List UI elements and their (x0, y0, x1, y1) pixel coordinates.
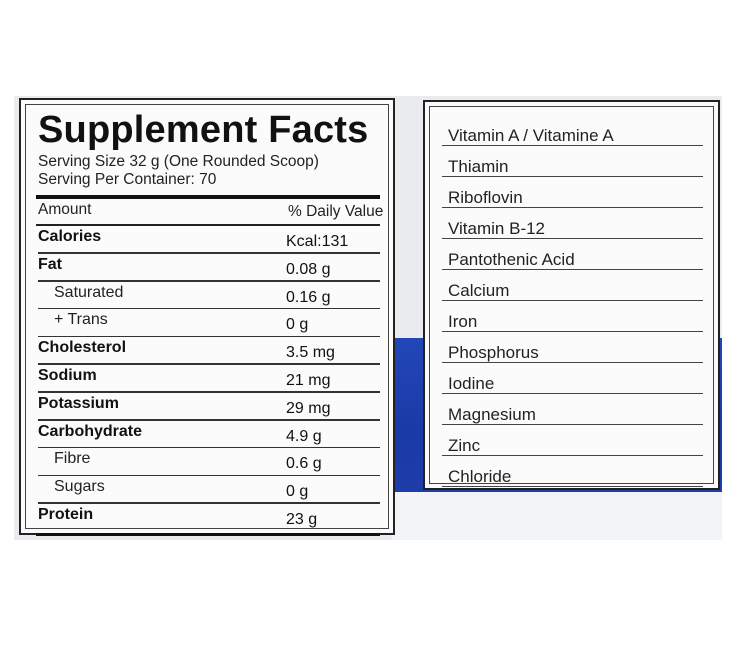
amount-column-header: Amount (38, 201, 92, 218)
nutrient-value: 4.9 g (286, 427, 322, 445)
nutrient-row: Fat 0.08 g (38, 254, 380, 282)
vitamin-row: Chloride (442, 456, 703, 487)
facts-title: Supplement Facts (38, 109, 369, 151)
row-divider (442, 268, 703, 270)
vitamins-panel: Vitamin A / Vitamine A Thiamin Riboflovin V… (423, 100, 720, 490)
nutrient-name: Sodium (38, 367, 97, 384)
row-divider (38, 280, 380, 282)
nutrient-value: 29 mg (286, 399, 331, 417)
row-divider (38, 502, 380, 504)
serving-size: Serving Size 32 g (One Rounded Scoop) (38, 153, 319, 170)
nutrient-row: Fibre 0.6 g (38, 448, 380, 477)
vitamin-name: Riboflovin (448, 188, 523, 207)
row-divider (442, 299, 703, 301)
row-divider (38, 474, 380, 477)
vitamin-row: Vitamin B-12 (442, 208, 703, 239)
nutrient-row: Saturated 0.16 g (38, 282, 380, 310)
vitamin-row: Iron (442, 301, 703, 332)
nutrient-value: 0.16 g (286, 288, 331, 306)
nutrient-name: Carbohydrate (38, 422, 143, 440)
nutrient-name: Saturated (54, 283, 124, 301)
vitamin-row: Zinc (442, 425, 703, 456)
nutrient-row: Sugars 0 g (38, 476, 380, 504)
vitamin-name: Chloride (448, 467, 512, 486)
vitamin-row: Calcium (442, 270, 703, 301)
servings-per-container: Serving Per Container: 70 (38, 171, 217, 188)
nutrient-value: 0.6 g (286, 455, 322, 473)
nutrient-value: 21 mg (286, 372, 331, 389)
facts-header-row: Amount % Daily Value (38, 201, 384, 223)
bottom-divider (36, 533, 380, 536)
nutrient-name: Calories (38, 228, 102, 245)
row-divider (442, 361, 703, 363)
vitamin-row: Thiamin (442, 146, 703, 177)
vitamin-row: Phosphorus (442, 332, 703, 363)
row-divider (442, 237, 703, 239)
row-divider (442, 454, 703, 456)
vitamin-row: Iodine (442, 363, 703, 394)
vitamin-name: Calcium (448, 281, 510, 300)
row-divider (442, 423, 703, 425)
vitamin-name: Pantothenic Acid (448, 250, 575, 269)
row-divider (38, 391, 380, 393)
nutrient-name: Cholesterol (38, 339, 127, 357)
vitamin-row: Pantothenic Acid (442, 239, 703, 270)
nutrient-value: 0 g (286, 483, 309, 501)
daily-value-column-header: % Daily Value (288, 203, 384, 220)
nutrient-value: 23 g (286, 511, 318, 528)
nutrient-name: Fibre (54, 450, 91, 468)
nutrient-name: Protein (38, 506, 94, 523)
row-divider (442, 175, 703, 177)
nutrient-name: + Trans (54, 311, 108, 329)
nutrient-row: + Trans 0 g (38, 309, 380, 338)
nutrient-row: Calories Kcal:131 (38, 226, 380, 254)
supplement-facts-panel: Supplement Facts Serving Size 32 g (One … (19, 98, 395, 536)
header-divider (36, 224, 380, 226)
vitamin-name: Magnesium (448, 405, 536, 424)
thick-divider (36, 195, 380, 199)
vitamin-name: Iodine (448, 374, 495, 393)
row-divider (38, 363, 380, 365)
row-divider (442, 330, 703, 332)
vitamin-name: Phosphorus (448, 343, 539, 362)
nutrient-name: Potassium (38, 394, 119, 412)
vitamin-name: Iron (448, 312, 478, 331)
vitamins-frame: Vitamin A / Vitamine A Thiamin Riboflovin V… (429, 106, 714, 487)
vitamin-row: Magnesium (442, 394, 703, 425)
nutrient-row: Potassium 29 mg (38, 393, 380, 421)
supplement-facts-frame: Supplement Facts Serving Size 32 g (One … (25, 104, 389, 536)
nutrient-row: Cholesterol 3.5 mg (38, 337, 380, 365)
vitamin-name: Zinc (448, 436, 481, 455)
nutrient-name: Fat (38, 255, 62, 273)
nutrient-value: Kcal:131 (286, 233, 349, 250)
row-divider (442, 392, 703, 394)
row-divider (38, 419, 380, 421)
row-divider (442, 144, 703, 146)
row-divider (442, 485, 703, 487)
nutrient-value: 0.08 g (286, 260, 331, 278)
row-divider (442, 206, 703, 208)
row-divider (38, 307, 380, 310)
vitamin-row: Riboflovin (442, 177, 703, 208)
nutrient-name: Sugars (54, 478, 105, 496)
vitamin-name: Vitamin A / Vitamine A (448, 126, 614, 145)
nutrient-value: 0 g (286, 316, 309, 334)
nutrient-value: 3.5 mg (286, 344, 335, 362)
vitamin-name: Vitamin B-12 (448, 219, 546, 238)
nutrient-row: Sodium 21 mg (38, 365, 380, 393)
vitamin-name: Thiamin (448, 157, 509, 176)
row-divider (38, 335, 380, 338)
nutrient-row: Carbohydrate 4.9 g (38, 421, 380, 449)
row-divider (38, 446, 380, 449)
vitamin-row: Vitamin A / Vitamine A (442, 115, 703, 146)
row-divider (38, 252, 380, 254)
label-lower-area (392, 492, 722, 540)
nutrient-row: Protein 23 g (38, 504, 380, 532)
